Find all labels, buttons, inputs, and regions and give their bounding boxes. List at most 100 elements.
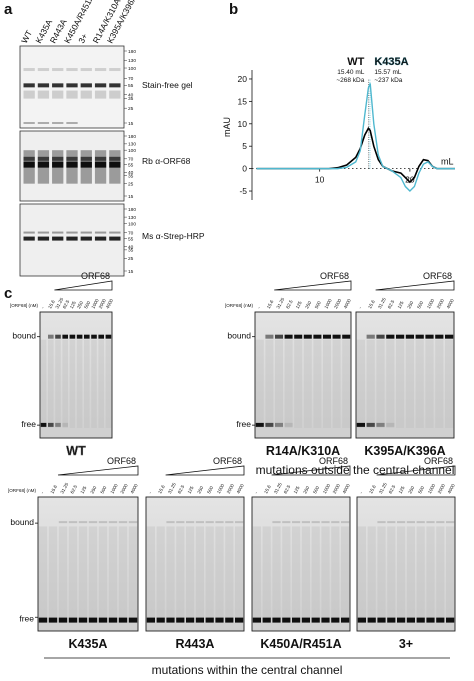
free-band xyxy=(48,617,58,623)
free-band xyxy=(235,617,244,623)
concentration-label: 31.25 xyxy=(59,482,69,495)
concentration-label: 1000 xyxy=(323,298,332,310)
lane-smear xyxy=(166,526,175,621)
ladder-label: 70 xyxy=(128,157,134,163)
band xyxy=(37,68,50,72)
ladder-label: 35 xyxy=(128,248,134,254)
ladder-label: 70 xyxy=(128,230,134,236)
free-band xyxy=(275,422,283,427)
lane-smear xyxy=(156,526,165,621)
concentration-label: 500 xyxy=(416,300,424,310)
concentration-label: 31.25 xyxy=(275,297,285,310)
bound-band xyxy=(301,521,310,524)
lane-smear xyxy=(76,339,83,428)
bound-band xyxy=(108,521,118,524)
concentration-label: 31.25 xyxy=(167,482,177,495)
free-band xyxy=(205,617,214,623)
free-band xyxy=(406,617,415,623)
free-band xyxy=(62,422,68,427)
lane-smear xyxy=(40,339,47,428)
ladder-label: 15 xyxy=(128,194,134,200)
bound-band xyxy=(445,334,454,339)
bound-band xyxy=(303,334,312,339)
peak-label: ~237 kDa xyxy=(374,77,402,84)
bound-band xyxy=(406,521,415,524)
band xyxy=(37,90,50,99)
wedge xyxy=(165,465,245,476)
free-band xyxy=(292,617,301,623)
bound-band xyxy=(446,521,455,524)
concentration-label: 2000 xyxy=(437,483,446,495)
bound-band xyxy=(166,521,175,524)
y-tick-label: 20 xyxy=(238,74,248,84)
panel-letter: b xyxy=(229,1,238,18)
gel-name: 3+ xyxy=(399,637,413,651)
band xyxy=(109,161,121,168)
ladder-label: 25 xyxy=(128,181,134,187)
bound-band xyxy=(195,521,204,524)
lane-smear xyxy=(195,526,204,621)
concentration-label: 62.5 xyxy=(283,484,292,495)
concentration-label: 62.5 xyxy=(387,299,396,310)
lane-smear xyxy=(98,526,108,621)
lane-smear xyxy=(38,526,48,621)
free-band xyxy=(255,422,264,427)
band xyxy=(109,83,121,88)
free-band xyxy=(176,617,185,623)
bound-band xyxy=(405,334,414,339)
band xyxy=(80,90,92,99)
band xyxy=(37,156,50,161)
wedge xyxy=(274,280,352,291)
band xyxy=(66,231,78,234)
band xyxy=(66,122,78,124)
concentration-label: 125 xyxy=(295,300,303,310)
band xyxy=(37,161,50,168)
band xyxy=(66,90,78,99)
blot-label: Rb α-ORF68 xyxy=(142,156,191,166)
lane-smear xyxy=(84,339,90,428)
bound-band xyxy=(376,334,385,339)
ladder-label: 55 xyxy=(128,162,134,168)
free-band xyxy=(366,422,375,427)
gel-name: WT xyxy=(66,444,86,458)
free-band xyxy=(436,617,445,623)
lane-smear xyxy=(396,339,405,428)
concentration-label: 62.5 xyxy=(388,484,397,495)
concentration-label: 250 xyxy=(407,485,415,495)
lane-smear xyxy=(366,339,375,428)
legend-entry: WT xyxy=(347,56,364,68)
panel-letter: a xyxy=(4,1,13,18)
gel-name: R14A/K310A xyxy=(266,444,340,458)
gel-name: K395A/K396A xyxy=(364,444,445,458)
bound-band xyxy=(321,521,330,524)
free-label: free xyxy=(21,419,36,429)
series-line xyxy=(256,126,455,184)
bound-band xyxy=(272,521,281,524)
band xyxy=(52,156,64,161)
lane-smear xyxy=(387,526,396,621)
concentration-label: 250 xyxy=(304,300,312,310)
band xyxy=(94,90,107,99)
protein-label: ORF68 xyxy=(213,456,242,466)
free-band xyxy=(356,422,365,427)
concentration-axis-label: [ORF68] (nM) xyxy=(8,488,37,493)
lane-smear xyxy=(321,526,330,621)
free-band xyxy=(387,617,396,623)
free-band xyxy=(146,617,155,623)
band xyxy=(66,83,78,88)
concentration-label: 125 xyxy=(79,485,87,495)
concentration-label: 2000 xyxy=(119,483,128,495)
concentration-label: 1000 xyxy=(216,483,225,495)
concentration-label: - xyxy=(253,490,258,494)
lane-smear xyxy=(255,339,264,428)
ladder-label: 40 xyxy=(128,92,134,98)
free-band xyxy=(78,617,88,623)
band xyxy=(66,161,78,168)
lane-smear xyxy=(397,526,406,621)
panel-letter: c xyxy=(4,285,12,302)
bound-band xyxy=(311,521,320,524)
bound-label: bound xyxy=(10,517,34,527)
bound-band xyxy=(323,334,331,339)
concentration-label: 250 xyxy=(302,485,310,495)
lane-smear xyxy=(272,526,281,621)
